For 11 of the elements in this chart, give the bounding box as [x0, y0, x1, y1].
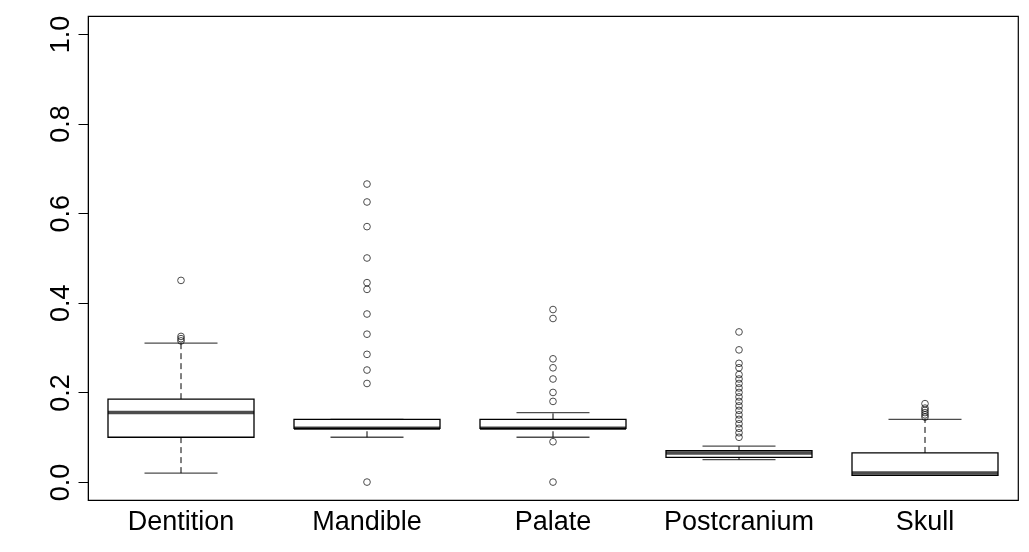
x-tick-label: Skull	[895, 505, 955, 536]
y-tick-label: 0.8	[44, 105, 75, 143]
y-tick-label: 0.2	[44, 374, 75, 412]
y-tick-label: 0.0	[44, 463, 75, 502]
x-tick-label: Mandible	[312, 505, 422, 536]
y-tick-label: 0.6	[44, 194, 75, 233]
x-tick-label: Postcranium	[663, 505, 815, 536]
y-tick-label: 0.4	[44, 284, 75, 323]
y-tick-label: 1.0	[44, 15, 75, 54]
x-tick-label: Dentition	[127, 505, 235, 536]
x-tick-label: Palate	[514, 505, 592, 536]
